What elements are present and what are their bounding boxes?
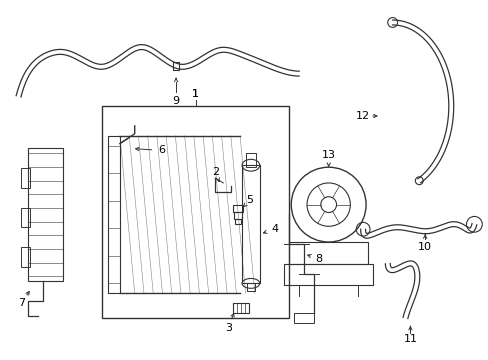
Bar: [108, 136, 120, 293]
Text: 1: 1: [192, 89, 199, 99]
Text: 12: 12: [355, 111, 369, 121]
Bar: [245, 153, 255, 167]
Bar: [28, 148, 63, 282]
Bar: [284, 264, 372, 285]
Text: 11: 11: [403, 334, 417, 345]
Text: 6: 6: [158, 145, 164, 156]
Bar: [294, 313, 313, 323]
Text: 2: 2: [211, 167, 219, 177]
Bar: [102, 106, 289, 318]
Bar: [289, 242, 367, 264]
Text: 9: 9: [172, 96, 179, 106]
Text: 4: 4: [270, 224, 278, 234]
Text: 13: 13: [321, 150, 335, 161]
Text: 8: 8: [315, 254, 322, 264]
Bar: [233, 303, 248, 313]
Bar: [20, 168, 30, 188]
Bar: [246, 283, 254, 291]
Bar: [20, 208, 30, 227]
Text: 5: 5: [246, 195, 253, 205]
Text: 10: 10: [417, 242, 431, 252]
Bar: [242, 165, 259, 283]
Text: 3: 3: [224, 323, 231, 333]
Bar: [20, 247, 30, 267]
Text: 1: 1: [192, 89, 199, 99]
Text: 7: 7: [18, 298, 25, 308]
